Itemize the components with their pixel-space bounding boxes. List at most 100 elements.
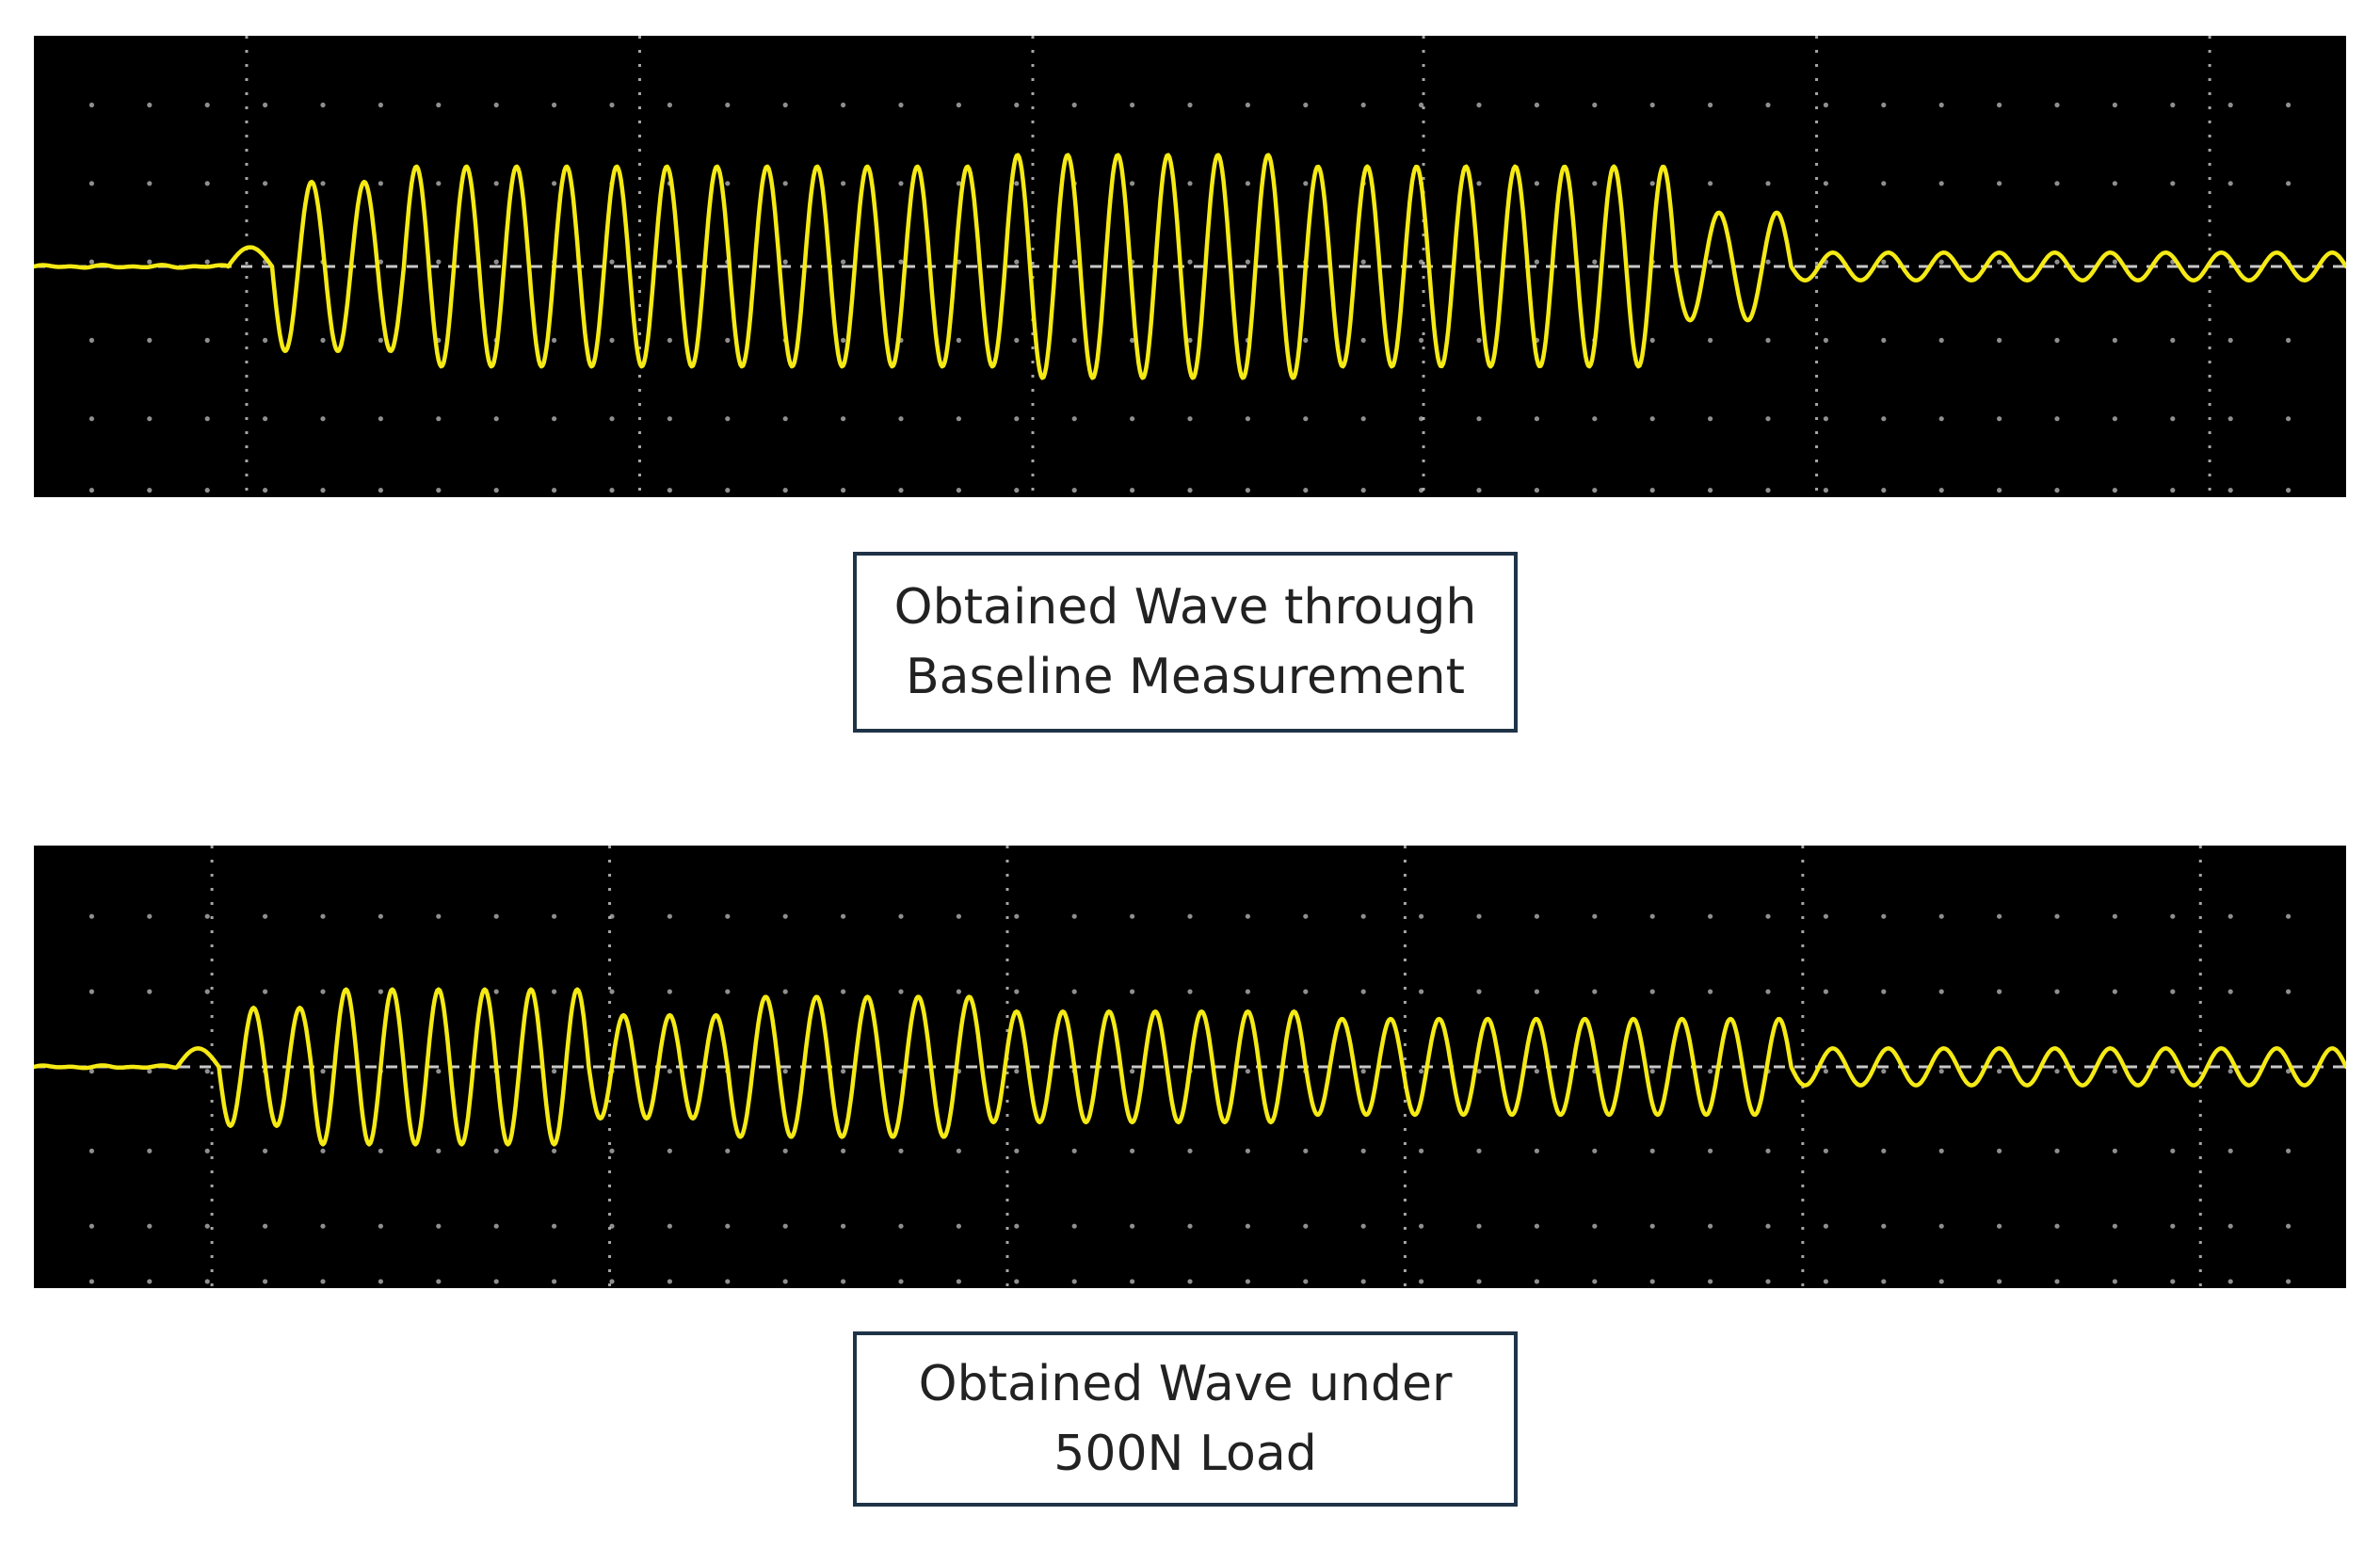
grid-dot [1476, 1223, 1482, 1229]
grid-dot [1881, 989, 1887, 994]
grid-dot [667, 488, 673, 493]
grid-dot [782, 989, 788, 994]
grid-dot [2170, 989, 2176, 994]
grid-dot [1708, 337, 1713, 343]
grid-dot [2054, 181, 2060, 186]
grid-dot [609, 1148, 615, 1153]
grid-dot [1938, 488, 1944, 493]
grid-dot [1592, 913, 1598, 919]
grid-dot [1014, 1279, 1020, 1284]
grid-dot [2112, 1223, 2117, 1229]
grid-dot [2054, 416, 2060, 422]
grid-dot [1823, 488, 1828, 493]
grid-dot [667, 1223, 673, 1229]
grid-dot [147, 1223, 153, 1229]
grid-dot [1649, 989, 1655, 994]
grid-dot [552, 1148, 557, 1153]
grid-dot [2286, 102, 2292, 108]
grid-dot [1997, 1223, 2002, 1229]
waveform-chart-500n-load [34, 846, 2346, 1288]
grid-dot [2112, 913, 2117, 919]
grid-dot [1071, 989, 1077, 994]
grid-dot [1708, 488, 1713, 493]
grid-dot [898, 181, 904, 186]
grid-dot [2286, 337, 2292, 343]
grid-dot [436, 1148, 442, 1153]
grid-dot [898, 488, 904, 493]
grid-dot [263, 1148, 268, 1153]
grid-dot [1303, 181, 1309, 186]
grid-dot [2227, 102, 2233, 108]
grid-dot [956, 259, 962, 265]
grid-dot [1187, 259, 1193, 265]
grid-dot [609, 337, 615, 343]
grid-dot [1708, 1223, 1713, 1229]
grid-dot [1997, 1148, 2002, 1153]
grid-dot [1649, 337, 1655, 343]
grid-dot [1303, 102, 1309, 108]
grid-dot [147, 181, 153, 186]
grid-dot [956, 416, 962, 422]
grid-dot [320, 1223, 326, 1229]
grid-dot [493, 181, 499, 186]
grid-dot [2112, 259, 2117, 265]
grid-dot [1360, 1148, 1366, 1153]
grid-dot [1649, 1148, 1655, 1153]
grid-dot [1130, 1279, 1135, 1284]
grid-dot [1303, 488, 1309, 493]
grid-dot [1823, 989, 1828, 994]
grid-dot [2227, 1223, 2233, 1229]
grid-dot [378, 416, 383, 422]
grid-dot [1130, 1223, 1135, 1229]
grid-dot [1708, 259, 1713, 265]
grid-dot [725, 1279, 731, 1284]
grid-dot [204, 337, 210, 343]
grid-dot [1245, 416, 1250, 422]
grid-dot [1245, 181, 1250, 186]
grid-dot [2112, 337, 2117, 343]
grid-dot [147, 259, 153, 265]
grid-dot [1881, 102, 1887, 108]
grid-dot [1187, 102, 1193, 108]
grid-dot [263, 416, 268, 422]
grid-dot [898, 102, 904, 108]
grid-dot [841, 1148, 846, 1153]
grid-dot [725, 1148, 731, 1153]
grid-dot [1476, 337, 1482, 343]
grid-dot [436, 1223, 442, 1229]
grid-dot [1476, 1148, 1482, 1153]
grid-dot [378, 913, 383, 919]
grid-dot [1476, 102, 1482, 108]
grid-dot [378, 181, 383, 186]
grid-dot [1071, 913, 1077, 919]
oscilloscope-panel-baseline [34, 36, 2346, 497]
grid-dot [320, 1279, 326, 1284]
grid-dot [2227, 913, 2233, 919]
grid-dot [1708, 181, 1713, 186]
grid-dot [147, 337, 153, 343]
grid-dot [552, 337, 557, 343]
grid-dot [2054, 1069, 2060, 1074]
grid-dot [1071, 416, 1077, 422]
grid-dot [956, 1148, 962, 1153]
grid-dot [1649, 488, 1655, 493]
grid-dot [1187, 337, 1193, 343]
grid-dot [378, 337, 383, 343]
grid-dot [1187, 1223, 1193, 1229]
grid-dot [436, 259, 442, 265]
grid-dot [493, 1223, 499, 1229]
grid-dot [1071, 488, 1077, 493]
grid-dot [436, 416, 442, 422]
grid-dot [263, 1279, 268, 1284]
grid-dot [204, 1148, 210, 1153]
grid-dot [956, 1223, 962, 1229]
grid-dot [147, 1148, 153, 1153]
grid-dot [552, 913, 557, 919]
grid-dot [2112, 1069, 2117, 1074]
grid-dot [609, 416, 615, 422]
grid-dot [1130, 416, 1135, 422]
grid-dot [320, 913, 326, 919]
grid-dot [1997, 102, 2002, 108]
grid-dot [1708, 989, 1713, 994]
grid-dot [1245, 913, 1250, 919]
